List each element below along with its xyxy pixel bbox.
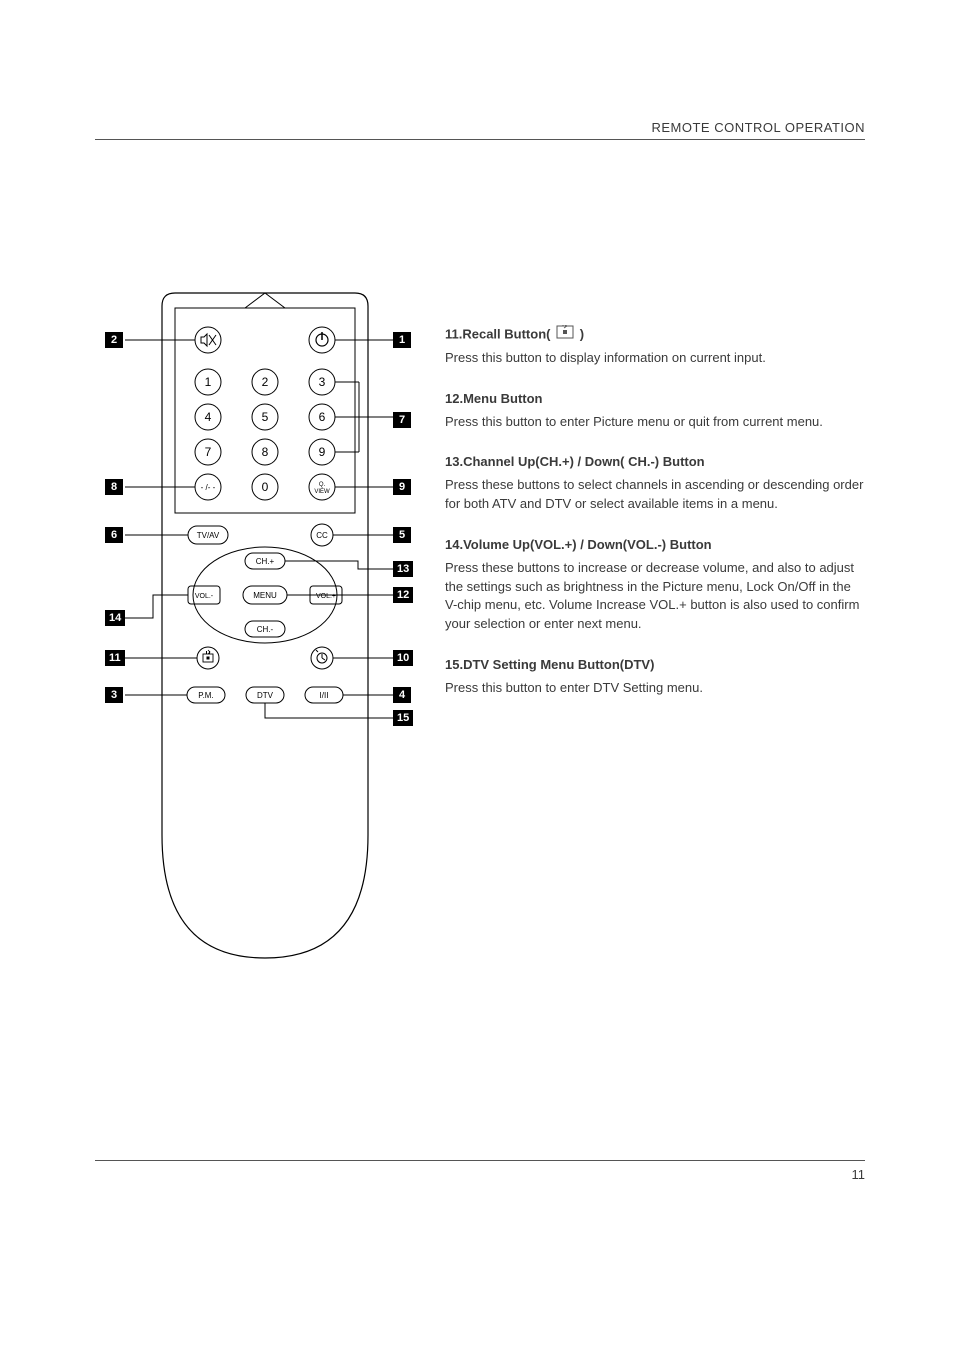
svg-text:CH.-: CH.-: [257, 625, 274, 634]
section-12-title: 12.Menu Button: [445, 390, 865, 409]
callout-11: 11: [105, 650, 125, 666]
svg-text:P.M.: P.M.: [198, 691, 213, 700]
callout-3: 3: [105, 687, 123, 703]
svg-text:DTV: DTV: [257, 691, 274, 700]
callout-15: 15: [393, 710, 413, 726]
section-12: 12.Menu Button Press this button to ente…: [445, 390, 865, 432]
callout-9: 9: [393, 479, 411, 495]
section-12-body: Press this button to enter Picture menu …: [445, 413, 865, 432]
svg-text:VOL.+: VOL.+: [316, 593, 336, 600]
svg-text:4: 4: [205, 410, 212, 424]
callout-13: 13: [393, 561, 413, 577]
section-15: 15.DTV Setting Menu Button(DTV) Press th…: [445, 656, 865, 698]
callout-2: 2: [105, 332, 123, 348]
section-15-body: Press this button to enter DTV Setting m…: [445, 679, 865, 698]
svg-text:2: 2: [262, 375, 269, 389]
callout-6: 6: [105, 527, 123, 543]
recall-icon: [203, 650, 213, 662]
callout-4: 4: [393, 687, 411, 703]
svg-text:Q.: Q.: [319, 482, 326, 488]
svg-text:TV/AV: TV/AV: [197, 531, 220, 540]
svg-text:6: 6: [319, 410, 326, 424]
section-11-title-prefix: 11.Recall Button(: [445, 326, 550, 341]
section-13-title: 13.Channel Up(CH.+) / Down( CH.-) Button: [445, 453, 865, 472]
section-11: 11.Recall Button( ) Press this button to…: [445, 325, 865, 368]
header-title: REMOTE CONTROL OPERATION: [651, 120, 865, 135]
section-14: 14.Volume Up(VOL.+) / Down(VOL.-) Button…: [445, 536, 865, 634]
remote-diagram: 1 2 3 4 5 6 7 8 9 - /- - 0 Q.VIEW: [95, 290, 415, 990]
svg-text:8: 8: [262, 445, 269, 459]
callout-12: 12: [393, 587, 413, 603]
svg-text:7: 7: [205, 445, 212, 459]
svg-text:9: 9: [319, 445, 326, 459]
svg-text:VOL.-: VOL.-: [195, 593, 214, 600]
svg-text:3: 3: [319, 375, 326, 389]
svg-text:I/II: I/II: [320, 691, 329, 700]
callout-8: 8: [105, 479, 123, 495]
svg-text:MENU: MENU: [253, 591, 277, 600]
section-11-body: Press this button to display information…: [445, 349, 865, 368]
svg-text:CH.+: CH.+: [256, 557, 275, 566]
page-header: REMOTE CONTROL OPERATION: [95, 120, 865, 140]
mute-icon: [201, 334, 216, 346]
section-15-title: 15.DTV Setting Menu Button(DTV): [445, 656, 865, 675]
svg-text:5: 5: [262, 410, 269, 424]
section-11-title-suffix: ): [580, 326, 584, 341]
svg-text:1: 1: [205, 375, 212, 389]
section-13-body: Press these buttons to select channels i…: [445, 476, 865, 514]
callout-7: 7: [393, 412, 411, 428]
page-footer: 11: [95, 1160, 865, 1182]
sleep-icon: [316, 650, 327, 663]
callout-14: 14: [105, 610, 125, 626]
svg-text:- /- -: - /- -: [201, 483, 216, 492]
svg-text:VIEW: VIEW: [314, 489, 330, 495]
page-number: 11: [852, 1167, 866, 1182]
description-column: 11.Recall Button( ) Press this button to…: [445, 325, 865, 720]
svg-text:0: 0: [262, 480, 269, 494]
callout-1: 1: [393, 332, 411, 348]
power-icon: [316, 332, 328, 346]
callout-10: 10: [393, 650, 413, 666]
section-14-body: Press these buttons to increase or decre…: [445, 559, 865, 634]
callout-5: 5: [393, 527, 411, 543]
section-14-title: 14.Volume Up(VOL.+) / Down(VOL.-) Button: [445, 536, 865, 555]
section-13: 13.Channel Up(CH.+) / Down( CH.-) Button…: [445, 453, 865, 514]
svg-text:CC: CC: [316, 531, 328, 540]
recall-icon: [556, 325, 574, 345]
